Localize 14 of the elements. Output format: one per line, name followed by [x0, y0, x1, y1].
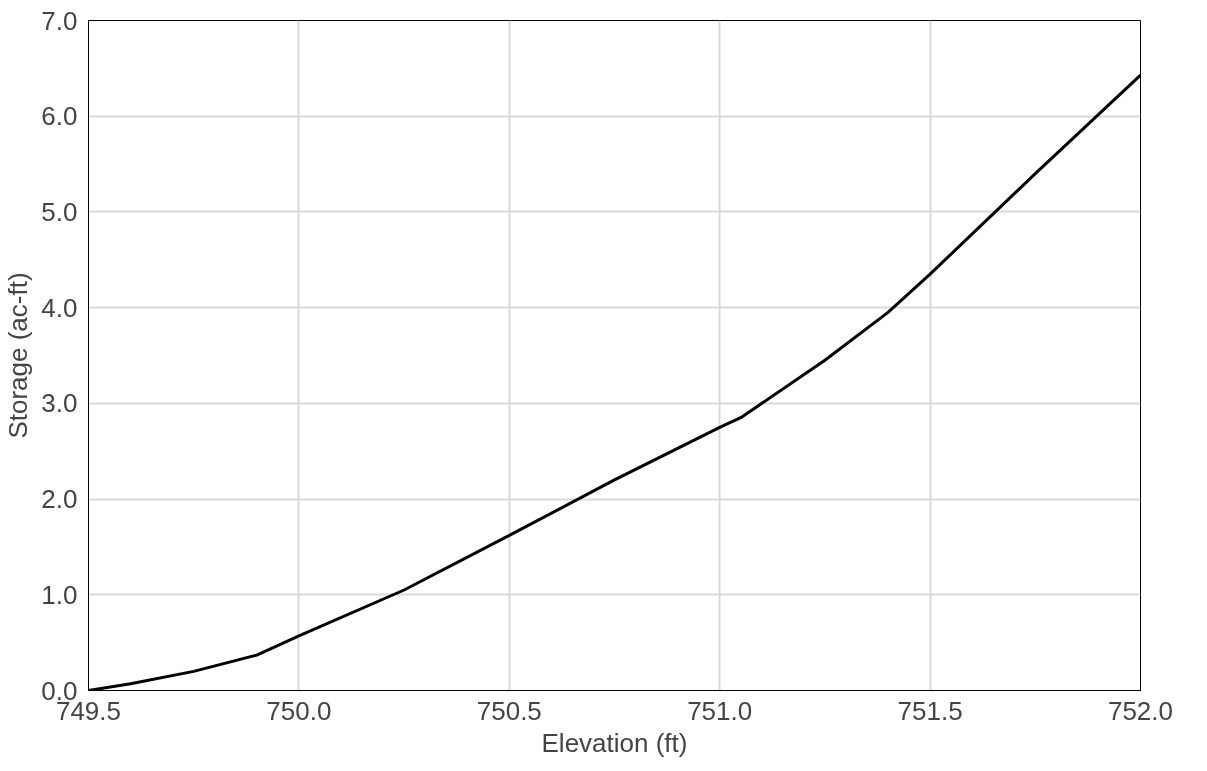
x-tick-label: 751.5: [897, 695, 963, 726]
y-tick-label: 7.0: [41, 5, 78, 36]
y-tick-label: 2.0: [41, 484, 78, 515]
y-tick-label: 4.0: [41, 292, 78, 323]
y-tick-label: 3.0: [41, 388, 78, 419]
x-tick-label: 750.0: [266, 695, 332, 726]
x-tick-label: 751.0: [687, 695, 753, 726]
y-tick-label: 1.0: [41, 579, 78, 610]
y-axis-title: Storage (ac-ft): [3, 272, 34, 439]
y-tick-label: 6.0: [41, 101, 78, 132]
y-tick-label: 5.0: [41, 196, 78, 227]
x-tick-label: 752.0: [1107, 695, 1174, 726]
x-axis-title: Elevation (ft): [541, 727, 688, 758]
x-tick-label: 750.5: [476, 695, 542, 726]
